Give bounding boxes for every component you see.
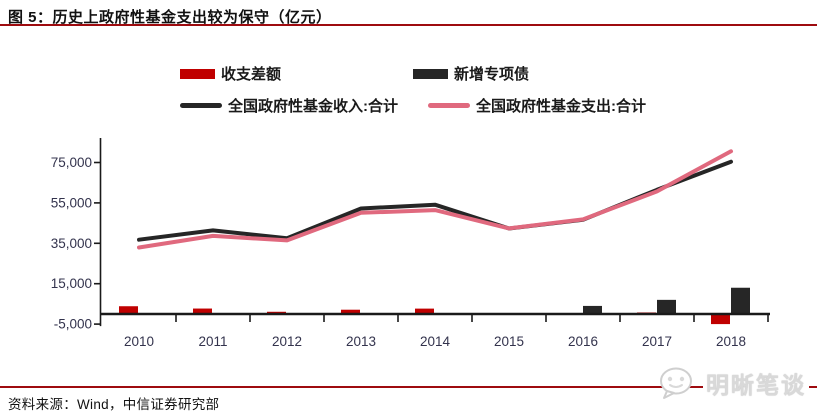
bond-bar-swatch-icon [413, 68, 448, 79]
watermark-text: 明晰笔谈 [703, 366, 809, 400]
x-tick-label: 2013 [346, 334, 376, 349]
deficit-bar-2014 [415, 308, 434, 314]
chart-legend: 收支差额 新增专项债 全国政府性基金收入:合计 全国政府性基金支出:合计 [0, 58, 817, 120]
legend-item-income: 全国政府性基金收入:合计 [180, 95, 398, 116]
deficit-bar-2017 [637, 312, 656, 314]
legend-item-deficit: 收支差额 [180, 63, 281, 84]
deficit-bar-2012 [267, 311, 286, 314]
legend-row-2: 全国政府性基金收入:合计 全国政府性基金支出:合计 [0, 89, 817, 120]
legend-row-1: 收支差额 新增专项债 [0, 58, 817, 89]
y-tick-label: -5,000 [54, 317, 92, 332]
x-tick-label: 2017 [642, 334, 672, 349]
watermark: 明晰笔谈 [657, 366, 809, 400]
deficit-bar-2010 [119, 306, 138, 314]
expense-line [137, 149, 733, 250]
legend-label-deficit: 收支差额 [221, 66, 282, 83]
x-tick-label: 2014 [420, 334, 451, 349]
title-underline [0, 24, 817, 26]
bond-bar-2018 [731, 287, 750, 314]
income-line-swatch-icon [180, 103, 222, 108]
x-tick-label: 2016 [568, 334, 598, 349]
figure-title: 图 5：历史上政府性基金支出较为保守（亿元） [8, 9, 332, 26]
legend-item-expense: 全国政府性基金支出:合计 [428, 95, 646, 116]
y-tick-label: 55,000 [51, 195, 92, 210]
deficit-bar-2013 [341, 309, 360, 314]
income-line [137, 159, 733, 242]
source-note: 资料来源：Wind，中信证券研究部 [8, 397, 220, 412]
legend-label-bond: 新增专项债 [454, 66, 530, 83]
footer-rule [0, 386, 817, 388]
deficit-bar-2011 [193, 308, 212, 314]
deficit-bar-swatch-icon [180, 68, 215, 79]
x-tick-label: 2012 [272, 334, 302, 349]
y-tick-label: 35,000 [51, 236, 92, 251]
expense-line-swatch-icon [428, 103, 470, 108]
legend-item-bond: 新增专项债 [413, 63, 529, 84]
legend-label-expense: 全国政府性基金支出:合计 [476, 98, 646, 115]
bond-bar-2016 [583, 305, 602, 314]
y-tick-label: 75,000 [51, 155, 92, 170]
x-tick-label: 2018 [716, 334, 746, 349]
x-tick-label: 2011 [198, 334, 227, 349]
deficit-bar-2018 [711, 314, 730, 325]
mingxi-bitan-logo-icon [660, 367, 692, 399]
y-tick-label: 15,000 [51, 276, 92, 291]
x-tick-label: 2010 [124, 334, 154, 349]
legend-label-income: 全国政府性基金收入:合计 [228, 98, 398, 115]
bond-bar-2017 [657, 299, 676, 314]
x-tick-label: 2015 [494, 334, 524, 349]
